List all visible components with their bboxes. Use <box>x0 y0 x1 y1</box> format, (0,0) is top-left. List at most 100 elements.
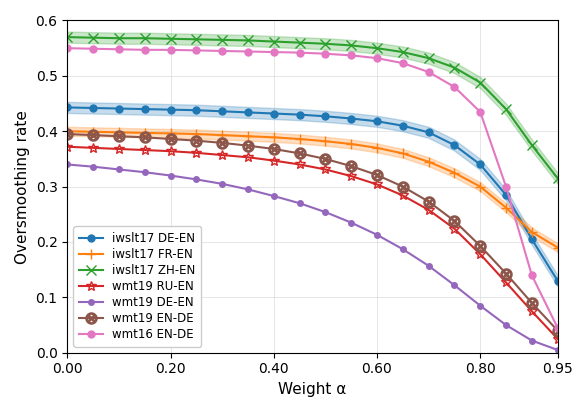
wmt19 RU-EN <box>322 167 329 172</box>
wmt19 DE-EN <box>296 201 303 206</box>
Line: wmt19 EN-DE: wmt19 EN-DE <box>62 129 563 336</box>
wmt16 EN-DE <box>270 49 278 54</box>
iwslt17 FR-EN <box>89 129 96 134</box>
iwslt17 ZH-EN <box>141 36 148 41</box>
wmt19 EN-DE <box>245 143 252 148</box>
wmt19 RU-EN <box>477 252 484 257</box>
iwslt17 DE-EN <box>399 123 406 128</box>
iwslt17 FR-EN <box>167 131 174 136</box>
wmt19 EN-DE <box>64 131 71 136</box>
iwslt17 ZH-EN <box>245 38 252 43</box>
wmt19 EN-DE <box>322 157 329 162</box>
wmt16 EN-DE <box>219 49 226 54</box>
Legend: iwslt17 DE-EN, iwslt17 FR-EN, iwslt17 ZH-EN, wmt19 RU-EN, wmt19 DE-EN, wmt19 EN-: iwslt17 DE-EN, iwslt17 FR-EN, iwslt17 ZH… <box>73 226 201 347</box>
iwslt17 FR-EN <box>477 184 484 189</box>
iwslt17 DE-EN <box>89 105 96 110</box>
wmt16 EN-DE <box>167 47 174 52</box>
iwslt17 ZH-EN <box>115 36 122 41</box>
iwslt17 FR-EN <box>64 129 71 134</box>
wmt19 DE-EN <box>373 232 380 237</box>
wmt19 EN-DE <box>270 147 278 152</box>
wmt19 DE-EN <box>477 303 484 308</box>
iwslt17 ZH-EN <box>89 35 96 40</box>
wmt16 EN-DE <box>348 53 355 58</box>
iwslt17 DE-EN <box>528 237 535 242</box>
iwslt17 FR-EN <box>322 139 329 144</box>
wmt19 DE-EN <box>399 247 406 252</box>
wmt19 EN-DE <box>115 134 122 139</box>
wmt19 RU-EN <box>425 207 432 212</box>
iwslt17 DE-EN <box>167 107 174 112</box>
wmt19 EN-DE <box>528 300 535 305</box>
wmt19 EN-DE <box>373 173 380 178</box>
iwslt17 DE-EN <box>219 109 226 114</box>
wmt16 EN-DE <box>528 273 535 278</box>
wmt19 RU-EN <box>167 149 174 154</box>
iwslt17 FR-EN <box>270 135 278 140</box>
iwslt17 ZH-EN <box>373 46 380 51</box>
wmt19 DE-EN <box>219 181 226 186</box>
wmt16 EN-DE <box>89 46 96 51</box>
wmt19 DE-EN <box>322 210 329 215</box>
iwslt17 ZH-EN <box>451 65 458 70</box>
wmt16 EN-DE <box>373 56 380 61</box>
wmt19 EN-DE <box>141 135 148 140</box>
wmt19 RU-EN <box>528 309 535 314</box>
iwslt17 FR-EN <box>348 141 355 146</box>
wmt16 EN-DE <box>64 46 71 51</box>
wmt16 EN-DE <box>193 48 200 53</box>
iwslt17 DE-EN <box>503 192 510 197</box>
iwslt17 ZH-EN <box>554 176 561 181</box>
iwslt17 DE-EN <box>322 114 329 119</box>
iwslt17 ZH-EN <box>219 37 226 42</box>
wmt19 RU-EN <box>348 173 355 178</box>
iwslt17 FR-EN <box>115 130 122 135</box>
iwslt17 ZH-EN <box>270 39 278 44</box>
wmt19 DE-EN <box>115 167 122 172</box>
iwslt17 DE-EN <box>141 107 148 112</box>
iwslt17 FR-EN <box>399 151 406 156</box>
Line: wmt19 DE-EN: wmt19 DE-EN <box>65 162 560 353</box>
iwslt17 DE-EN <box>270 111 278 116</box>
iwslt17 ZH-EN <box>503 107 510 112</box>
wmt16 EN-DE <box>322 51 329 56</box>
iwslt17 DE-EN <box>451 143 458 147</box>
Line: iwslt17 DE-EN: iwslt17 DE-EN <box>64 104 561 284</box>
iwslt17 FR-EN <box>425 159 432 164</box>
iwslt17 DE-EN <box>477 162 484 167</box>
wmt19 RU-EN <box>64 144 71 149</box>
wmt16 EN-DE <box>115 47 122 52</box>
iwslt17 DE-EN <box>64 105 71 110</box>
wmt19 EN-DE <box>451 218 458 223</box>
wmt19 EN-DE <box>503 271 510 276</box>
iwslt17 ZH-EN <box>64 35 71 40</box>
iwslt17 FR-EN <box>451 170 458 175</box>
wmt19 RU-EN <box>193 150 200 155</box>
iwslt17 FR-EN <box>219 133 226 138</box>
iwslt17 FR-EN <box>296 136 303 141</box>
wmt16 EN-DE <box>554 325 561 330</box>
wmt19 RU-EN <box>89 145 96 150</box>
wmt19 DE-EN <box>503 323 510 328</box>
iwslt17 DE-EN <box>296 112 303 117</box>
wmt19 EN-DE <box>399 184 406 189</box>
iwslt17 FR-EN <box>554 245 561 250</box>
iwslt17 ZH-EN <box>399 49 406 54</box>
wmt19 EN-DE <box>425 199 432 204</box>
wmt16 EN-DE <box>245 49 252 54</box>
wmt16 EN-DE <box>141 47 148 52</box>
wmt19 DE-EN <box>425 263 432 268</box>
iwslt17 ZH-EN <box>425 56 432 61</box>
wmt19 RU-EN <box>451 226 458 231</box>
wmt19 RU-EN <box>245 155 252 160</box>
wmt19 DE-EN <box>193 177 200 182</box>
wmt19 EN-DE <box>219 140 226 145</box>
wmt19 DE-EN <box>270 194 278 199</box>
wmt19 DE-EN <box>554 347 561 352</box>
iwslt17 FR-EN <box>373 145 380 150</box>
iwslt17 ZH-EN <box>528 143 535 147</box>
Line: wmt19 RU-EN: wmt19 RU-EN <box>62 142 563 344</box>
wmt19 DE-EN <box>528 338 535 343</box>
iwslt17 DE-EN <box>245 110 252 115</box>
iwslt17 FR-EN <box>193 131 200 136</box>
